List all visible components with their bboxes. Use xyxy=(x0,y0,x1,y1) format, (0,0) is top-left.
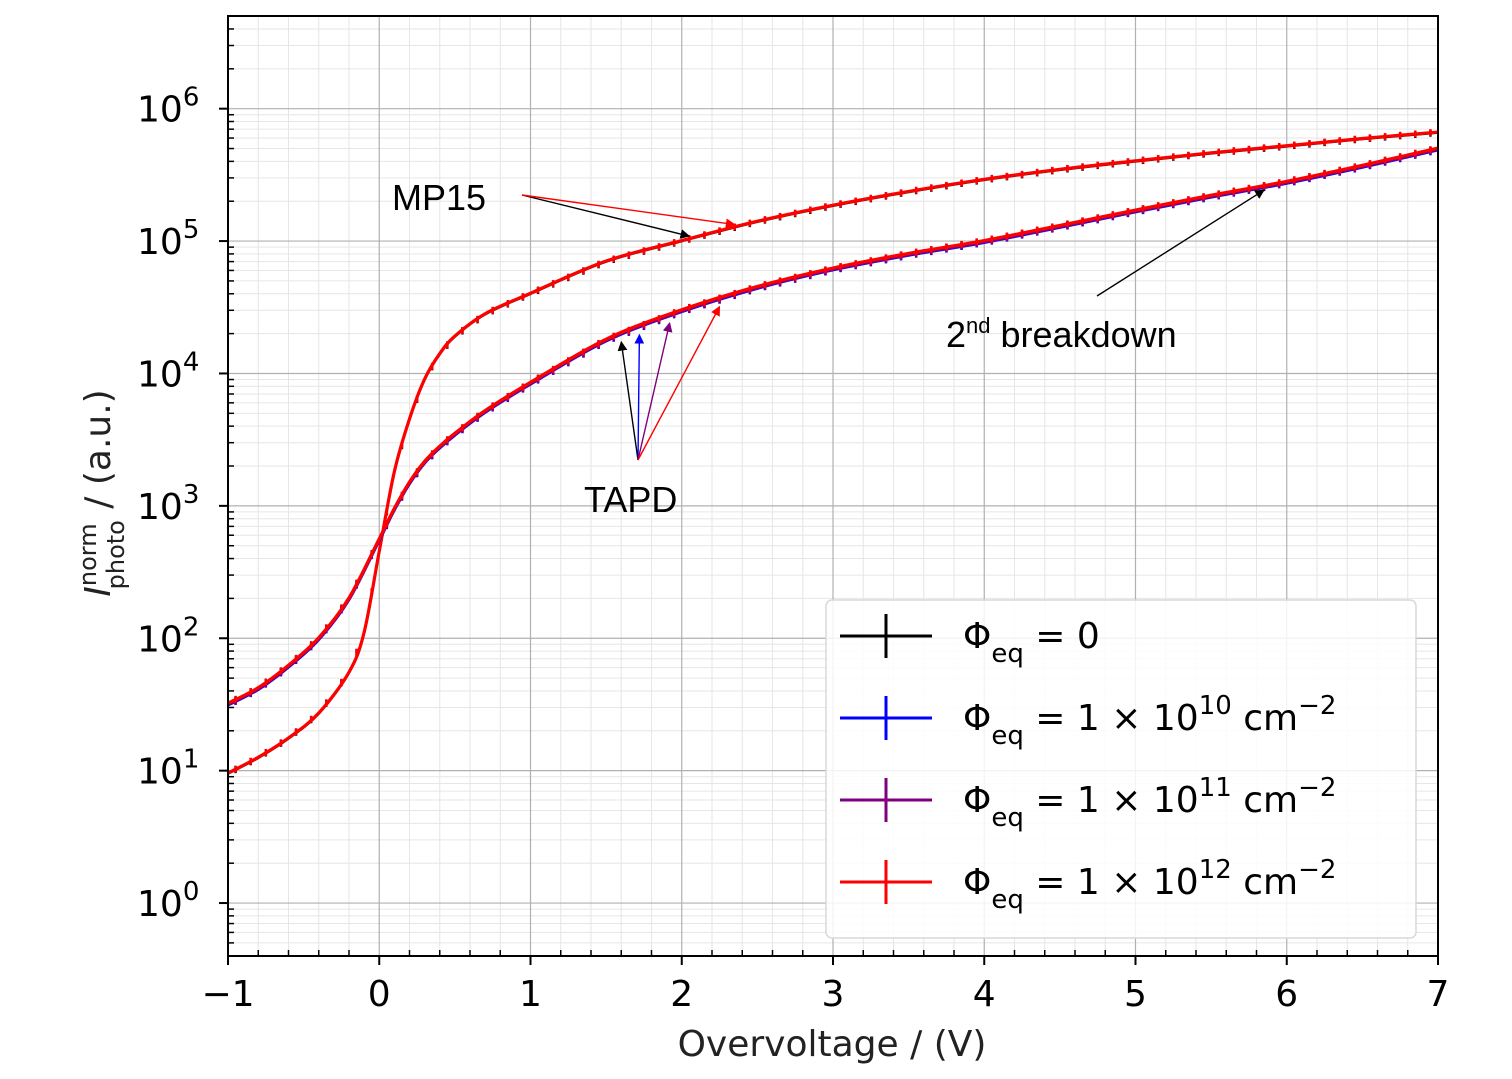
legend-equals: = xyxy=(1024,780,1077,821)
legend-label: Φeq = 0 xyxy=(963,616,1100,669)
legend-label: Φeq = 1 × 1010 cm−2 xyxy=(963,691,1336,751)
x-tick-label: 5 xyxy=(1124,974,1147,1015)
y-tick-base: 10 xyxy=(137,90,183,131)
arrow-mp15 xyxy=(521,194,736,229)
legend-exponent: 12 xyxy=(1199,855,1232,885)
y-tick-label: 106 xyxy=(137,83,199,131)
arrow-tapd xyxy=(637,322,673,461)
legend-equals: = xyxy=(1024,862,1077,903)
legend-phi-subscript: eq xyxy=(991,721,1024,751)
y-tick-base: 10 xyxy=(137,222,183,263)
legend-base: 10 xyxy=(1153,862,1199,903)
annotation-second-breakdown: 2nd breakdown xyxy=(946,313,1177,355)
legend-coefficient: 1 xyxy=(1077,780,1100,821)
legend-phi-subscript: eq xyxy=(991,885,1024,915)
legend-coefficient: 1 xyxy=(1077,698,1100,739)
legend-unit: cm xyxy=(1232,862,1298,903)
legend-exponent: 11 xyxy=(1199,773,1232,803)
arrow-tapd xyxy=(637,305,721,461)
y-tick-base: 10 xyxy=(137,354,183,395)
y-tick-exponent: 3 xyxy=(183,480,200,510)
y-tick-base: 10 xyxy=(137,619,183,660)
legend-unit-exponent: −2 xyxy=(1298,855,1336,885)
y-tick-label: 100 xyxy=(137,877,199,925)
legend-base: 10 xyxy=(1153,780,1199,821)
legend-entry: Φeq = 1 × 1012 cm−2 xyxy=(840,855,1336,915)
legend-phi-subscript: eq xyxy=(991,803,1024,833)
x-tick-label: 3 xyxy=(822,974,845,1015)
y-tick-label: 101 xyxy=(137,745,199,793)
legend-phi: Φ xyxy=(963,698,991,739)
annotation-tapd: TAPD xyxy=(584,479,677,520)
y-axis-subscript: photo xyxy=(102,520,130,589)
legend-unit-exponent: −2 xyxy=(1298,773,1336,803)
y-tick-base: 10 xyxy=(137,752,183,793)
y-tick-exponent: 2 xyxy=(183,612,200,642)
y-tick-label: 103 xyxy=(137,480,199,528)
y-tick-label: 105 xyxy=(137,215,199,263)
legend-entry: Φeq = 1 × 1010 cm−2 xyxy=(840,691,1336,751)
data-series xyxy=(228,129,1438,775)
legend-coefficient: 0 xyxy=(1077,616,1100,657)
y-tick-base: 10 xyxy=(137,884,183,925)
legend-phi: Φ xyxy=(963,780,991,821)
axis-ticks xyxy=(219,15,1439,965)
x-tick-label: 1 xyxy=(519,974,542,1015)
y-tick-exponent: 1 xyxy=(183,745,200,775)
y-axis-superscript: norm xyxy=(74,523,102,586)
legend-times: × xyxy=(1100,862,1153,903)
mp15-curve-3 xyxy=(228,130,1438,775)
x-tick-label: −1 xyxy=(201,974,254,1015)
y-tick-label: 102 xyxy=(137,612,199,660)
legend-times: × xyxy=(1100,780,1153,821)
arrow-tapd xyxy=(617,340,639,461)
annotation-second-breakdown-label: breakdown xyxy=(991,314,1177,355)
arrow-tapd xyxy=(634,333,645,461)
y-tick-exponent: 0 xyxy=(183,877,200,907)
arrow-second-breakdown xyxy=(1096,189,1265,297)
y-tick-exponent: 6 xyxy=(183,83,200,113)
legend-base: 10 xyxy=(1153,698,1199,739)
legend-equals: = xyxy=(1024,616,1077,657)
legend-entry: Φeq = 1 × 1011 cm−2 xyxy=(840,773,1336,833)
annotation-second-breakdown-sup: nd xyxy=(966,313,990,338)
legend-coefficient: 1 xyxy=(1077,862,1100,903)
legend-unit: cm xyxy=(1232,780,1298,821)
legend-frame xyxy=(825,599,1417,939)
y-tick-label: 104 xyxy=(137,347,199,395)
legend-unit: cm xyxy=(1232,698,1298,739)
legend-label: Φeq = 1 × 1012 cm−2 xyxy=(963,855,1336,915)
annotation-second-breakdown-number: 2 xyxy=(946,314,966,355)
x-tick-label: 6 xyxy=(1275,974,1298,1015)
legend-label: Φeq = 1 × 1011 cm−2 xyxy=(963,773,1336,833)
y-axis-symbol: I xyxy=(78,586,119,597)
x-axis-title: Overvoltage / (V) xyxy=(678,1024,987,1065)
legend-phi-subscript: eq xyxy=(991,639,1024,669)
x-tick-label: 7 xyxy=(1427,974,1450,1015)
legend-phi: Φ xyxy=(963,862,991,903)
x-tick-label: 0 xyxy=(368,974,391,1015)
annotation-arrows xyxy=(521,189,1265,461)
arrow-mp15 xyxy=(521,194,691,239)
x-tick-label: 4 xyxy=(973,974,996,1015)
legend-equals: = xyxy=(1024,698,1077,739)
y-axis-unit: / (a.u.) xyxy=(78,389,119,520)
y-tick-base: 10 xyxy=(137,487,183,528)
x-tick-label: 2 xyxy=(670,974,693,1015)
legend-unit-exponent: −2 xyxy=(1298,691,1336,721)
legend-phi: Φ xyxy=(963,616,991,657)
tapd-curve-3 xyxy=(228,146,1438,705)
legend-times: × xyxy=(1100,698,1153,739)
y-tick-exponent: 5 xyxy=(183,215,200,245)
x-tick-labels: −1 0 1 2 3 4 5 6 7 xyxy=(201,974,1449,1015)
legend-exponent: 10 xyxy=(1199,691,1232,721)
annotation-mp15: MP15 xyxy=(392,177,486,218)
y-axis-title: Inormphoto / (a.u.) xyxy=(74,389,130,596)
y-tick-exponent: 4 xyxy=(183,347,200,377)
legend-entry: Φeq = 0 xyxy=(840,614,1100,669)
